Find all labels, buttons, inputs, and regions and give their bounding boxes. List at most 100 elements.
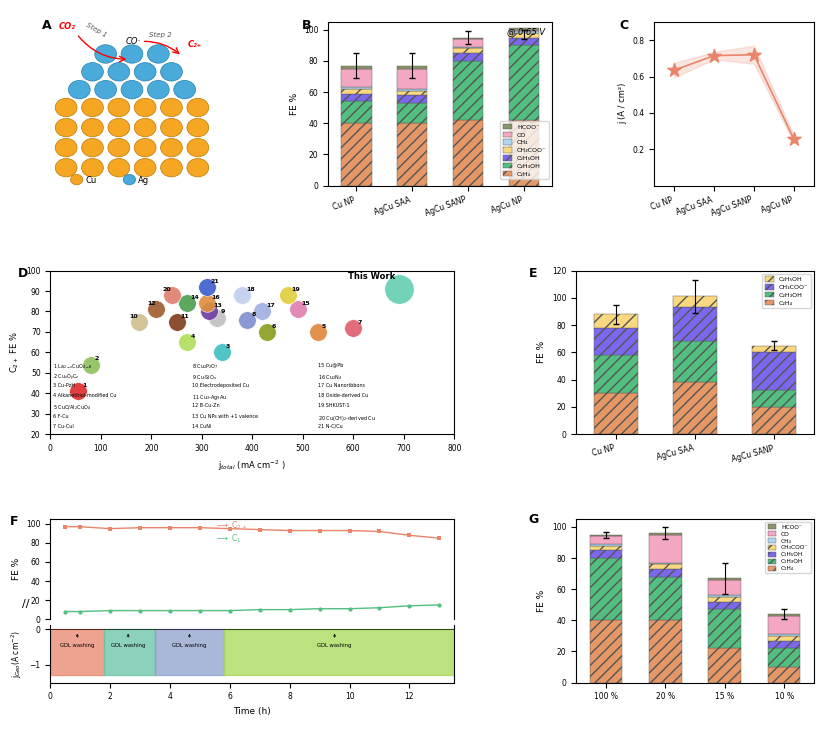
Circle shape — [121, 45, 143, 63]
Point — [211, 312, 224, 324]
Bar — [753, 352, 796, 390]
Text: 20: 20 — [163, 287, 171, 292]
Y-axis label: C$_{2+}$ FE %: C$_{2+}$ FE % — [8, 331, 21, 374]
Point — [71, 385, 85, 397]
Circle shape — [95, 45, 117, 63]
Bar — [341, 89, 372, 94]
Bar — [768, 614, 800, 616]
Text: GDL washing: GDL washing — [60, 634, 95, 648]
Circle shape — [134, 118, 156, 137]
Text: C₂₊: C₂₊ — [187, 40, 201, 49]
Circle shape — [134, 98, 156, 117]
Circle shape — [187, 98, 209, 117]
Circle shape — [160, 98, 182, 117]
Text: 14 CuNi: 14 CuNi — [192, 424, 211, 429]
Circle shape — [55, 118, 77, 137]
Bar — [508, 120, 539, 186]
Text: Step 2: Step 2 — [149, 32, 171, 38]
Point — [216, 346, 229, 358]
Bar — [508, 30, 539, 32]
Text: Ag: Ag — [138, 176, 149, 185]
Point — [132, 316, 145, 327]
Point — [164, 289, 178, 301]
Bar — [594, 328, 638, 355]
Bar — [452, 120, 483, 186]
Bar — [397, 65, 428, 69]
Bar — [768, 636, 800, 641]
Bar — [673, 308, 717, 341]
Y-axis label: j$_{Geo}$(A cm$^{-2}$): j$_{Geo}$(A cm$^{-2}$) — [9, 630, 24, 678]
Point — [149, 304, 163, 316]
Circle shape — [148, 45, 169, 63]
X-axis label: j$_{total}$ (mA cm$^{-2}$ ): j$_{total}$ (mA cm$^{-2}$ ) — [218, 458, 286, 473]
Text: A: A — [42, 19, 51, 32]
Circle shape — [108, 118, 130, 137]
Legend: HCOO⁻, CO, CH₄, CH₃COO⁻, C₂H₅OH, C₂H₃OH, C₂H₄: HCOO⁻, CO, CH₄, CH₃COO⁻, C₂H₅OH, C₂H₃OH,… — [500, 121, 549, 179]
Circle shape — [69, 81, 91, 99]
Bar — [341, 65, 372, 69]
Bar — [341, 101, 372, 123]
Text: This Work: This Work — [348, 272, 395, 280]
Circle shape — [81, 62, 103, 81]
Bar — [341, 87, 372, 89]
Text: 4: 4 — [190, 334, 195, 339]
Text: CO₂: CO₂ — [59, 23, 76, 32]
Circle shape — [134, 139, 156, 157]
Y-axis label: FE %: FE % — [538, 589, 546, 612]
Text: 17: 17 — [267, 303, 275, 308]
Bar — [673, 341, 717, 382]
Bar — [673, 382, 717, 434]
Bar — [508, 32, 539, 33]
Text: F: F — [10, 515, 18, 528]
Point — [203, 305, 216, 317]
Text: 21: 21 — [211, 279, 220, 284]
Y-axis label: j (A / cm²): j (A / cm²) — [618, 83, 627, 125]
Point — [180, 297, 193, 309]
Text: 4 Alkanethiol-modified Cu: 4 Alkanethiol-modified Cu — [53, 393, 117, 399]
Text: 18 Oxide-derived Cu: 18 Oxide-derived Cu — [318, 393, 368, 399]
Bar — [452, 53, 483, 61]
Bar — [508, 28, 539, 30]
Circle shape — [123, 175, 135, 185]
Text: 18: 18 — [247, 287, 255, 292]
Circle shape — [81, 98, 103, 117]
Text: 13: 13 — [213, 303, 222, 308]
Bar — [708, 578, 741, 580]
Text: B: B — [301, 19, 311, 32]
Circle shape — [81, 159, 103, 177]
Text: 21 N-C/Cu: 21 N-C/Cu — [318, 424, 342, 429]
Circle shape — [148, 81, 169, 99]
Circle shape — [95, 81, 117, 99]
Bar — [753, 407, 796, 434]
Bar — [594, 314, 638, 328]
Y-axis label: FE %: FE % — [538, 341, 546, 363]
Y-axis label: FE %: FE % — [12, 558, 21, 581]
Circle shape — [70, 175, 83, 185]
Bar — [397, 123, 428, 186]
Circle shape — [108, 159, 130, 177]
Text: 19: 19 — [292, 287, 300, 292]
Text: G: G — [529, 512, 539, 526]
Text: 16 Cu$_2$N$_4$: 16 Cu$_2$N$_4$ — [318, 373, 342, 382]
Bar — [590, 558, 623, 620]
Circle shape — [160, 159, 182, 177]
Circle shape — [134, 159, 156, 177]
Text: 7: 7 — [357, 320, 362, 324]
Circle shape — [108, 139, 130, 157]
Point — [169, 316, 183, 327]
Text: 20 Cu(OH)$_2$-derived Cu: 20 Cu(OH)$_2$-derived Cu — [318, 414, 376, 423]
Point — [347, 322, 360, 334]
Text: 19 SHKUST-1: 19 SHKUST-1 — [318, 404, 350, 408]
Text: 5: 5 — [322, 324, 326, 329]
Circle shape — [121, 81, 143, 99]
Bar — [649, 569, 681, 577]
Point — [236, 289, 249, 301]
Bar — [341, 123, 372, 186]
Bar — [397, 69, 428, 89]
Bar — [708, 609, 741, 648]
Text: D: D — [18, 267, 29, 280]
Text: 12 B-Cu-Zn: 12 B-Cu-Zn — [192, 404, 219, 408]
Text: CO·: CO· — [126, 37, 141, 46]
Text: 10: 10 — [129, 313, 138, 319]
Text: 17 Cu Nanoribbons: 17 Cu Nanoribbons — [318, 383, 365, 388]
